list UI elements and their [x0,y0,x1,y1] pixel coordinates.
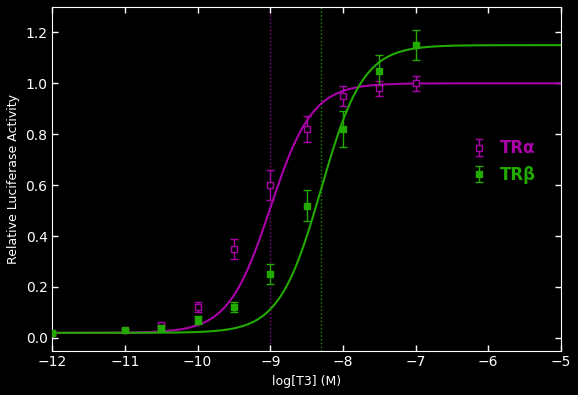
Legend: TRα, TRβ: TRα, TRβ [460,133,542,190]
X-axis label: log[T3] (M): log[T3] (M) [272,375,341,388]
Y-axis label: Relative Luciferase Activity: Relative Luciferase Activity [7,94,20,264]
